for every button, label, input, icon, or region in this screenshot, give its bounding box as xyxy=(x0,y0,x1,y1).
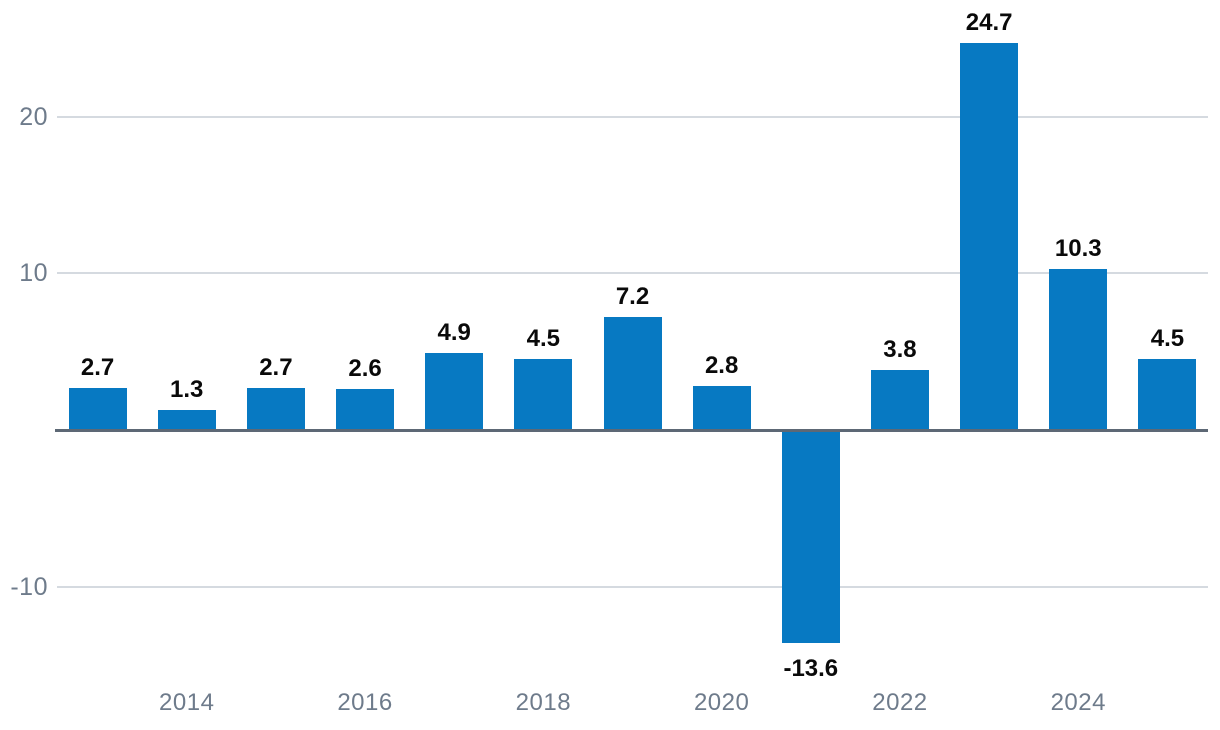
gridline-y-20 xyxy=(57,115,1208,118)
x-axis-tick-label-2022: 2022 xyxy=(872,689,928,716)
bar-2015 xyxy=(246,387,305,430)
bar-value-label-2015: 2.7 xyxy=(259,353,293,381)
bar-value-label-2021: -13.6 xyxy=(783,655,839,683)
x-axis-tick-label-2016: 2016 xyxy=(337,689,393,716)
x-axis-baseline xyxy=(55,429,1208,432)
x-axis-tick-label-2024: 2024 xyxy=(1050,689,1106,716)
bar-2022 xyxy=(870,370,929,430)
bar-value-label-2019: 7.2 xyxy=(615,283,650,311)
bar-2024 xyxy=(1049,268,1108,430)
gridline-y-10 xyxy=(57,272,1208,275)
bar-2014 xyxy=(157,409,216,430)
bar-value-label-2023: 24.7 xyxy=(965,8,1013,36)
bar-value-label-2017: 4.9 xyxy=(437,319,471,347)
bar-value-label-2024: 10.3 xyxy=(1054,234,1102,262)
bar-value-label-2018: 4.5 xyxy=(526,325,561,353)
bar-2025 xyxy=(1138,359,1197,430)
bar-2013 xyxy=(68,387,127,430)
bar-2020 xyxy=(692,386,751,430)
y-axis-tick-label: 10 xyxy=(19,259,48,288)
x-axis-tick-label-2014: 2014 xyxy=(159,689,215,716)
gridline-y--10 xyxy=(57,585,1208,588)
bar-value-label-2013: 2.7 xyxy=(80,353,115,381)
bar-value-label-2016: 2.6 xyxy=(348,355,382,383)
bar-value-label-2022: 3.8 xyxy=(883,336,917,364)
x-axis-tick-label-2018: 2018 xyxy=(515,689,572,716)
bar-value-label-2025: 4.5 xyxy=(1150,325,1185,353)
bar-2018 xyxy=(514,359,573,430)
bar-value-label-2020: 2.8 xyxy=(704,352,739,380)
bar-2016 xyxy=(336,389,395,430)
bar-2023 xyxy=(960,42,1019,430)
y-axis-tick-label: 20 xyxy=(19,102,48,131)
y-axis-tick-label: -10 xyxy=(10,572,48,601)
bar-2017 xyxy=(425,353,484,430)
bar-2019 xyxy=(603,317,662,430)
x-axis-tick-label-2020: 2020 xyxy=(693,689,750,716)
bar-value-label-2014: 1.3 xyxy=(170,375,204,403)
bar-2021 xyxy=(781,430,840,644)
